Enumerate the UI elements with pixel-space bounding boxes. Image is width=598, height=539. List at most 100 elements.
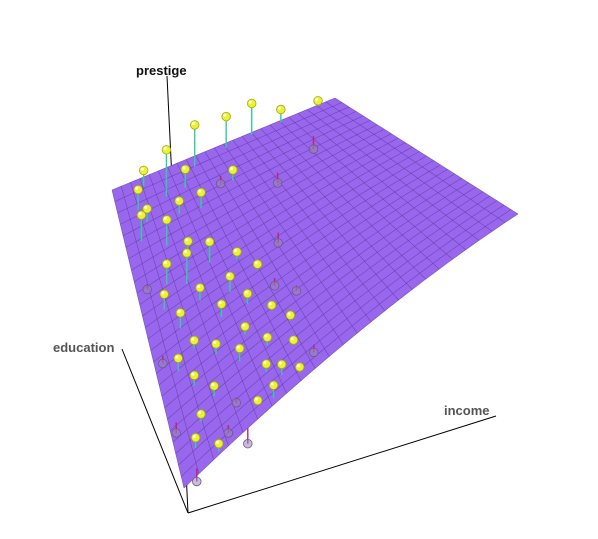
data-point-highlight xyxy=(161,291,165,295)
income-axis xyxy=(187,415,497,514)
data-point xyxy=(252,259,263,269)
data-point xyxy=(174,196,184,206)
data-point xyxy=(161,145,172,155)
data-point xyxy=(276,104,286,115)
surface-grid-line xyxy=(121,186,200,474)
surface-grid-line xyxy=(158,170,258,420)
surface-grid-line xyxy=(316,105,493,232)
education-axis-label: education xyxy=(53,340,114,355)
data-point xyxy=(183,236,193,246)
surface-grid-line xyxy=(204,151,330,357)
data-point xyxy=(277,359,287,370)
data-point xyxy=(189,335,199,346)
data-point-highlight xyxy=(183,250,187,254)
data-point xyxy=(182,248,192,258)
surface-grid-line xyxy=(251,132,399,301)
data-point xyxy=(232,247,242,257)
data-point-highlight xyxy=(278,361,282,365)
data-point xyxy=(273,238,283,248)
data-point xyxy=(189,370,199,381)
data-point-highlight xyxy=(177,310,181,314)
surface-grid-line xyxy=(223,143,358,334)
data-point-highlight xyxy=(191,122,195,126)
data-point xyxy=(196,409,206,419)
data-point xyxy=(228,165,238,175)
data-point-highlight xyxy=(191,337,195,341)
data-point-highlight xyxy=(263,361,267,365)
data-point-highlight xyxy=(192,434,196,438)
data-point xyxy=(159,289,169,299)
surface-grid-line xyxy=(306,109,480,241)
data-point xyxy=(242,288,253,299)
education-axis xyxy=(121,348,189,514)
data-point xyxy=(162,215,172,225)
data-point-highlight xyxy=(230,167,234,171)
data-point xyxy=(215,178,226,189)
data-point xyxy=(253,395,263,406)
data-point xyxy=(175,308,186,318)
data-point-highlight xyxy=(198,189,202,193)
data-point-highlight xyxy=(163,147,167,151)
data-point xyxy=(211,339,221,349)
surface-grid-line xyxy=(232,139,372,323)
data-point xyxy=(231,398,242,408)
data-point xyxy=(204,237,215,247)
data-point xyxy=(234,343,245,354)
data-point xyxy=(240,321,250,332)
data-point-highlight xyxy=(182,166,186,170)
data-point-highlight xyxy=(248,100,252,104)
data-point xyxy=(272,178,283,188)
surface-grid-line xyxy=(167,166,273,407)
surface-grid-line xyxy=(111,189,185,489)
data-point xyxy=(142,204,152,214)
data-point xyxy=(209,381,219,391)
data-point-highlight xyxy=(244,290,248,294)
data-point-highlight xyxy=(242,323,246,327)
data-point xyxy=(295,362,305,372)
surface-grid-line xyxy=(325,101,506,223)
data-point-highlight xyxy=(264,334,268,338)
data-point xyxy=(247,98,257,109)
data-point-highlight xyxy=(176,198,180,202)
data-point xyxy=(190,120,200,130)
data-point xyxy=(196,187,206,198)
data-point xyxy=(192,476,202,487)
surface-grid-line xyxy=(288,116,453,260)
data-point-highlight xyxy=(296,364,300,368)
data-point xyxy=(225,271,235,282)
data-point xyxy=(288,335,299,345)
data-point xyxy=(309,347,319,358)
data-point xyxy=(138,165,149,176)
data-point xyxy=(173,353,183,363)
surface-grid-line xyxy=(241,136,386,311)
surface-grid-line xyxy=(297,113,466,250)
data-point-highlight xyxy=(138,212,142,216)
data-point-highlight xyxy=(227,273,231,277)
data-point-highlight xyxy=(287,312,291,316)
data-point xyxy=(266,300,277,310)
data-point xyxy=(285,310,296,320)
data-point xyxy=(195,283,205,293)
data-point-highlight xyxy=(163,261,167,265)
data-point xyxy=(261,359,271,369)
data-point-highlight xyxy=(175,355,179,359)
regression-surface xyxy=(111,97,519,489)
data-point-highlight xyxy=(198,411,202,415)
data-point xyxy=(214,438,224,449)
data-point-highlight xyxy=(290,337,294,341)
data-point-highlight xyxy=(315,97,319,101)
surface-grid-line xyxy=(279,120,440,270)
prestige-axis-label: prestige xyxy=(136,63,187,78)
data-point-highlight xyxy=(215,440,219,444)
data-points xyxy=(133,96,323,487)
data-point xyxy=(133,184,143,195)
data-point xyxy=(243,439,253,449)
data-point xyxy=(308,144,319,154)
data-point xyxy=(158,358,168,369)
data-point-highlight xyxy=(254,397,258,401)
data-point xyxy=(223,428,234,438)
data-point-highlight xyxy=(211,383,215,387)
data-point xyxy=(268,380,279,390)
data-point-highlight xyxy=(270,382,274,386)
